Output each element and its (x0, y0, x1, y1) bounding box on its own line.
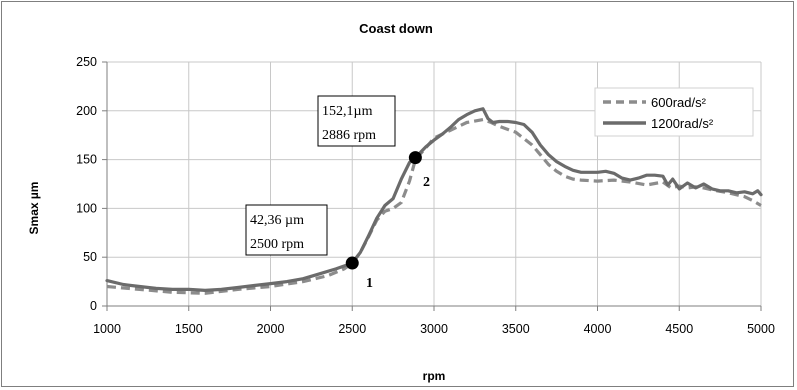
annotation-marker-1 (345, 256, 359, 270)
y-tick-labels: 0 50 100 150 200 250 (76, 55, 97, 313)
x-tick-label: 2000 (257, 322, 285, 336)
x-tick-labels: 1000 1500 2000 2500 3000 3500 4000 4500 5000 (93, 322, 775, 336)
y-tick-label: 200 (76, 104, 97, 118)
x-tick-label: 2500 (338, 322, 366, 336)
annotation-label-value: 152,1µm (322, 104, 373, 119)
x-tick-label: 4000 (584, 322, 612, 336)
x-axis-label: rpm (423, 369, 446, 383)
y-tick-label: 0 (90, 299, 97, 313)
annotation-box-2 (317, 95, 396, 147)
x-tick-label: 3500 (502, 322, 530, 336)
legend-label-1200: 1200rad/s² (651, 116, 714, 131)
chart-title: Coast down (359, 21, 433, 36)
y-axis-label: Smax µm (27, 182, 41, 235)
annotation-label-rpm: 2886 rpm (322, 128, 376, 143)
annotation-label-rpm: 2500 rpm (250, 237, 304, 252)
x-tick-label: 4500 (665, 322, 693, 336)
annotations: 42,36 µm 2500 rpm 1 152,1µm 2886 rpm 2 (245, 95, 430, 291)
annotation-box-1 (245, 204, 328, 256)
y-tick-label: 50 (83, 250, 97, 264)
x-tick-label: 1500 (175, 322, 203, 336)
annotation-point-label: 2 (423, 175, 430, 190)
x-tick-label: 5000 (747, 322, 775, 336)
annotation-marker-2 (408, 151, 422, 165)
x-tick-label: 3000 (420, 322, 448, 336)
annotation-point-label: 1 (366, 276, 373, 291)
y-tick-label: 100 (76, 201, 97, 215)
legend-label-600: 600rad/s² (651, 95, 707, 110)
y-tick-label: 150 (76, 153, 97, 167)
legend-box (594, 87, 754, 137)
series-lines (105, 107, 763, 295)
annotation-label-value: 42,36 µm (250, 213, 304, 228)
y-tick-label: 250 (76, 55, 97, 69)
legend: 600rad/s² 1200rad/s² (594, 87, 754, 137)
x-tick-label: 1000 (93, 322, 121, 336)
series-line-1 (105, 107, 763, 292)
axes (102, 61, 762, 311)
